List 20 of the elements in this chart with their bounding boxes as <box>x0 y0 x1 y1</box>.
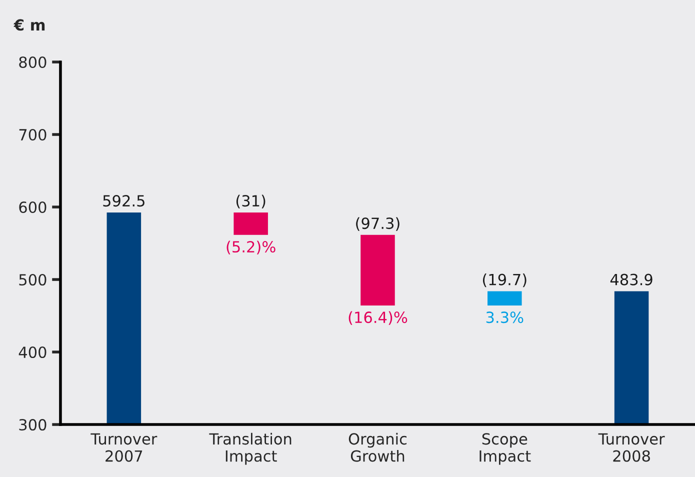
annotation: (16.4)% <box>348 311 408 325</box>
y-axis-title: € m <box>14 19 45 31</box>
data-label: (19.7) <box>482 274 526 288</box>
data-label: 483.9 <box>610 274 652 286</box>
y-tick-label: 700 <box>19 128 46 141</box>
y-tick-label: 500 <box>19 274 46 286</box>
data-label: 592.5 <box>103 195 144 207</box>
x-tick-label: Translation Impact <box>209 432 292 465</box>
x-tick-label: Turnover 2008 <box>598 433 665 462</box>
data-label: (97.3) <box>356 217 400 231</box>
y-tick-label: 400 <box>18 346 46 358</box>
x-tick-label: Turnover 2007 <box>90 433 158 462</box>
x-tick-label: Organic Growth <box>348 432 406 462</box>
y-tick-label: 300 <box>19 418 46 431</box>
data-label: (31) <box>236 194 266 208</box>
x-tick-label: Scope Impact <box>480 433 531 465</box>
y-tick-label: 600 <box>19 201 46 214</box>
y-tick-label: 800 <box>19 56 46 68</box>
annotation: 3.3% <box>486 312 524 324</box>
annotation: (5.2)% <box>226 240 276 254</box>
